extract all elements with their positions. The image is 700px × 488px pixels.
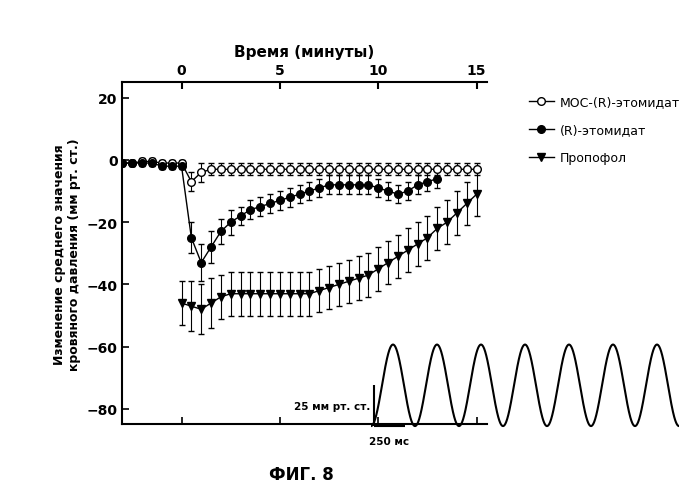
Legend: МОС-(R)-этомидат, (R)-этомидат, Пропофол: МОС-(R)-этомидат, (R)-этомидат, Пропофол: [529, 96, 680, 165]
Text: 25 мм рт. ст.: 25 мм рт. ст.: [294, 401, 370, 411]
Y-axis label: Изменение среднего значения
кровяного давления (мм рт. ст.): Изменение среднего значения кровяного да…: [53, 138, 81, 370]
Text: ФИГ. 8: ФИГ. 8: [269, 465, 333, 483]
Text: 250 мс: 250 мс: [369, 436, 410, 447]
X-axis label: Время (минуты): Время (минуты): [234, 45, 374, 60]
